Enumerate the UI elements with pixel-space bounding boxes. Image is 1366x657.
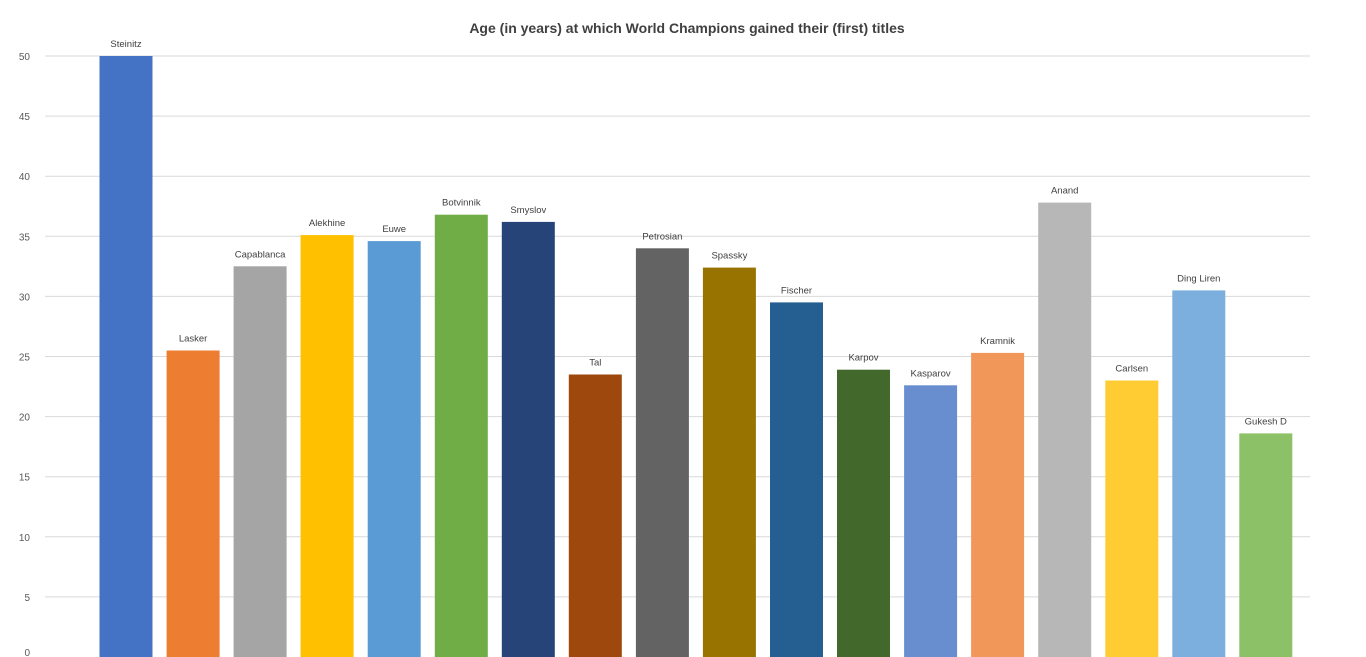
y-tick-label: 25 (19, 353, 31, 364)
bar-label: Tal (589, 358, 601, 369)
bar-karpov (837, 369, 890, 657)
bar-euwe (367, 241, 421, 657)
bar-label: Smyslov (510, 205, 546, 216)
bar-botvinnik (434, 214, 488, 657)
y-tick-label: 35 (19, 232, 31, 243)
bar-capablanca (233, 266, 287, 657)
bar-petrosian (635, 248, 689, 657)
y-tick-label: 0 (24, 648, 30, 657)
bar-fischer (770, 302, 823, 657)
bar-ding-liren (1172, 290, 1226, 657)
bar-label: Capablanca (235, 249, 286, 260)
bar-gukesh-d (1239, 433, 1293, 657)
bar-label: Gukesh D (1245, 416, 1287, 427)
y-tick-label: 40 (19, 172, 31, 183)
bar-lasker (166, 350, 220, 657)
bar-spassky (702, 267, 756, 657)
bar-label: Ding Liren (1177, 273, 1220, 284)
bar-label: Fischer (781, 285, 812, 296)
bar-label: Anand (1051, 186, 1078, 197)
y-tick-label: 30 (19, 292, 31, 303)
bar-kasparov (904, 385, 958, 657)
chart-title: Age (in years) at which World Champions … (469, 20, 905, 36)
bar-label: Spassky (711, 251, 747, 262)
bar-anand (1038, 202, 1092, 657)
y-tick-label: 5 (24, 593, 30, 604)
y-tick-label: 45 (19, 112, 31, 123)
y-tick-label: 15 (19, 473, 31, 484)
bar-label: Kramnik (980, 336, 1015, 347)
bar-label: Kasparov (911, 368, 951, 379)
bar-steinitz (99, 56, 153, 657)
bar-label: Karpov (848, 353, 878, 364)
bar-label: Steinitz (110, 39, 141, 50)
bar-label: Carlsen (1115, 364, 1148, 375)
y-tick-label: 10 (19, 533, 31, 544)
y-tick-label: 20 (19, 413, 31, 424)
bar-label: Alekhine (309, 218, 345, 229)
bar-label: Lasker (179, 334, 208, 345)
bar-label: Euwe (382, 224, 406, 235)
bar-label: Petrosian (642, 231, 682, 242)
data-labels: Steinitz Lasker Capablanca Alekhine Euwe Botv… (110, 39, 1287, 427)
bar-label: Botvinnik (442, 198, 481, 209)
bar-smyslov (501, 221, 555, 657)
bar-tal (568, 374, 622, 657)
bar-carlsen (1105, 380, 1159, 657)
y-axis-tick-labels: 0 5 10 15 20 25 30 35 40 45 50 (19, 52, 31, 657)
bar-kramnik (971, 352, 1025, 657)
y-tick-label: 50 (19, 52, 31, 63)
bar-alekhine (300, 235, 354, 657)
bars (99, 56, 1293, 657)
